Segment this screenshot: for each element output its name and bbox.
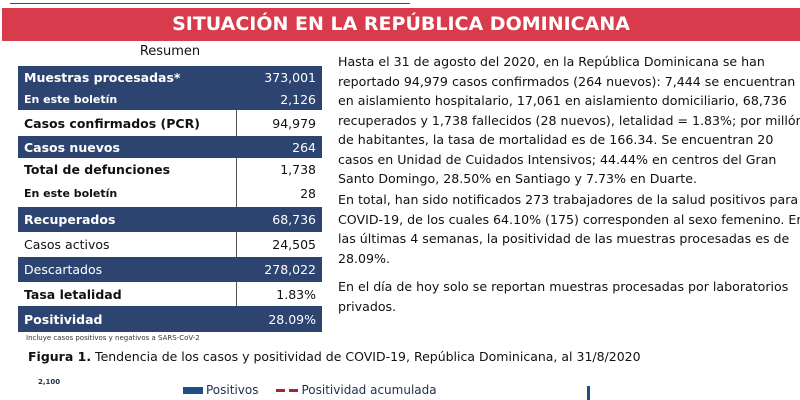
y-tick-label: 2,100: [38, 378, 61, 386]
table-row: Tasa letalidad 1.83%: [18, 282, 322, 306]
row-label: Muestras procesadas*: [24, 69, 181, 85]
row-label: Total de defunciones: [24, 161, 171, 177]
row-label: En este boletín: [24, 92, 118, 106]
row-value: 28.09%: [268, 311, 316, 327]
table-row: Casos confirmados (PCR) 94,979: [18, 110, 322, 136]
row-value: 68,736: [272, 212, 316, 227]
table-row: Total de defunciones 1,738: [18, 158, 322, 180]
legend-label: Positivos: [206, 383, 259, 397]
text-line: COVID-19, de los cuales 64.10% (175) cor…: [338, 211, 800, 227]
text-line: 28.09%.: [338, 250, 391, 266]
table-row: Muestras procesadas* 373,001: [18, 66, 322, 88]
bar-swatch-icon: [183, 387, 203, 394]
text-line: recuperados y 1,738 fallecidos (28 nuevo…: [338, 112, 800, 128]
row-label: Casos activos: [24, 237, 110, 252]
table-row: En este boletín 28: [18, 180, 322, 207]
row-value: 1,738: [280, 161, 316, 177]
summary-title: Resumen: [139, 44, 201, 59]
row-label: Casos nuevos: [24, 139, 120, 155]
table-footnote: Incluye casos positivos y negativos a SA…: [26, 334, 200, 342]
text-line: de habitantes, la tasa de mortalidad es …: [338, 132, 774, 147]
figure-label: Figura 1.: [28, 349, 92, 364]
row-label: Casos confirmados (PCR): [24, 115, 200, 131]
row-value: 1.83%: [276, 286, 316, 302]
row-value: 28: [300, 186, 316, 201]
row-value: 278,022: [264, 262, 316, 277]
paragraph-health-workers: En total, han sido notificados 273 traba…: [338, 190, 800, 268]
legend-label: Positividad acumulada: [301, 383, 437, 397]
table-row: Casos activos 24,505: [18, 232, 322, 257]
row-value: 264: [292, 139, 316, 155]
row-label: Recuperados: [24, 212, 116, 227]
summary-table: Muestras procesadas* 373,001 En este bole…: [18, 66, 322, 332]
table-row: Casos nuevos 264: [18, 136, 322, 158]
row-label: Tasa letalidad: [24, 286, 122, 302]
figure-caption-text: Tendencia de los casos y positividad de …: [91, 349, 641, 364]
top-link[interactable]: [10, 0, 410, 4]
text-line: en aislamiento hospitalario, 17,061 en a…: [338, 93, 787, 108]
section-banner: SITUACIÓN EN LA REPÚBLICA DOMINICANA: [2, 8, 800, 41]
row-label: Descartados: [24, 262, 103, 277]
chart-bar: [587, 386, 590, 400]
text-line: privados.: [338, 298, 397, 314]
row-label: Positividad: [24, 311, 103, 327]
paragraph-labs: En el día de hoy solo se reportan muestr…: [338, 277, 800, 316]
text-line: Hasta el 31 de agosto del 2020, en la Re…: [338, 54, 765, 69]
figure-caption: Figura 1. Tendencia de los casos y posit…: [28, 349, 641, 364]
table-row: Positividad 28.09%: [18, 306, 322, 332]
text-line: Santo Domingo, 28.50% en Santiago y 7.73…: [338, 171, 697, 186]
text-line: casos en Unidad de Cuidados Intensivos; …: [338, 151, 777, 167]
row-value: 373,001: [264, 69, 316, 85]
text-line: reportado 94,979 casos confirmados (264 …: [338, 73, 796, 89]
legend-item-positivos: Positivos: [183, 383, 258, 397]
row-value: 2,126: [280, 91, 316, 107]
paragraph-summary: Hasta el 31 de agosto del 2020, en la Re…: [338, 52, 800, 189]
row-label: En este boletín: [24, 187, 118, 200]
chart-legend: Positivos Positividad acumulada: [183, 383, 437, 397]
legend-item-positividad: Positividad acumulada: [276, 383, 437, 397]
dashed-line-swatch-icon: [276, 389, 299, 392]
table-row: Recuperados 68,736: [18, 207, 322, 232]
row-value: 94,979: [272, 115, 316, 131]
table-row: Descartados 278,022: [18, 257, 322, 282]
table-row: En este boletín 2,126: [18, 88, 322, 110]
row-value: 24,505: [272, 237, 316, 252]
text-line: las últimas 4 semanas, la positividad de…: [338, 231, 790, 246]
text-line: En total, han sido notificados 273 traba…: [338, 192, 799, 207]
text-line: En el día de hoy solo se reportan muestr…: [338, 279, 789, 294]
